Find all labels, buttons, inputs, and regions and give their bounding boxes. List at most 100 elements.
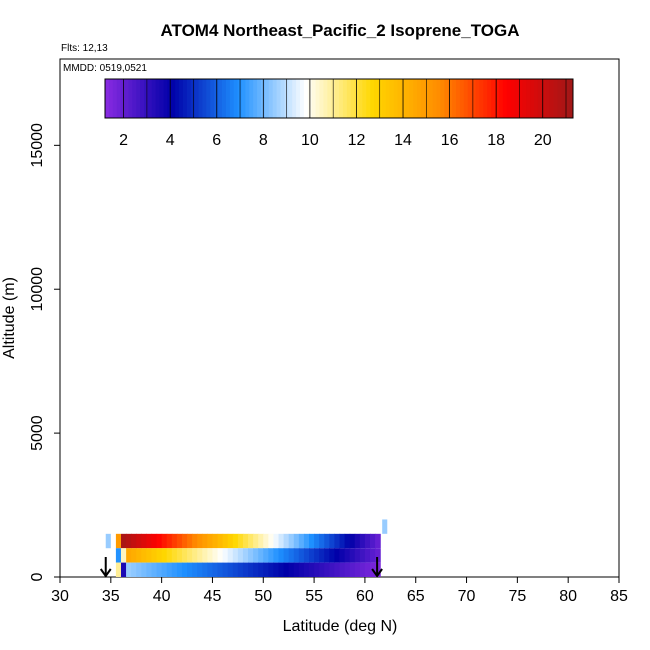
colorbar-segment (155, 79, 161, 118)
colorbar-segment (549, 79, 554, 118)
heatmap-cell (288, 562, 295, 577)
heatmap-cell (375, 533, 381, 549)
colorbar-segment (350, 79, 356, 118)
colorbar-segment (424, 79, 430, 118)
heatmap-cell (217, 533, 224, 549)
heatmap-cell (227, 562, 234, 577)
colorbar-segment (303, 79, 309, 118)
colorbar-segment (405, 79, 410, 118)
y-tick-label: 10000 (29, 267, 46, 312)
heatmap-cell (232, 562, 239, 577)
colorbar-segment (276, 79, 281, 118)
x-tick-label: 45 (204, 588, 222, 605)
heatmap-cell (192, 548, 198, 563)
heatmap-cell (324, 548, 330, 563)
heatmap-cell (329, 562, 336, 577)
colorbar-segment (300, 79, 305, 118)
heatmap-cell (227, 533, 234, 549)
x-tick-label: 40 (153, 588, 171, 605)
heatmap-cell (146, 548, 153, 563)
colorbar: 2 4 6 8 10 12 14 16 18 20 (104, 78, 574, 149)
colorbar-segment (569, 79, 574, 118)
colorbar-tick-label: 18 (487, 132, 505, 149)
colorbar-segment (389, 79, 395, 118)
heatmap-cell (268, 562, 275, 577)
colorbar-segment (339, 79, 344, 118)
heatmap-cell (324, 562, 330, 577)
heatmap-cell (369, 548, 376, 563)
heatmap-cell (242, 562, 249, 577)
colorbar-tick-label: 8 (259, 132, 268, 149)
x-tick-label: 35 (102, 588, 120, 605)
heatmap-cell (263, 548, 269, 563)
colorbar-segment (561, 79, 566, 118)
colorbar-segment (366, 79, 371, 118)
heatmap-cell (136, 548, 142, 563)
y-tick-label: 0 (29, 572, 46, 581)
colorbar-tick-label: 4 (166, 132, 175, 149)
heatmap-cell (349, 548, 356, 563)
heatmap-cell (364, 548, 371, 563)
heatmap-cell (349, 562, 356, 577)
colorbar-segment (502, 79, 508, 118)
heatmap-cell (232, 548, 239, 563)
heatmap-cell (202, 562, 208, 577)
heatmap-cell (176, 548, 183, 563)
heatmap-cell (303, 548, 310, 563)
heatmap-cell (298, 548, 305, 563)
colorbar-segment (171, 79, 176, 118)
colorbar-segment (534, 79, 539, 118)
colorbar-segment (151, 79, 157, 118)
colorbar-segment (518, 79, 523, 118)
colorbar-segment (225, 79, 231, 118)
heatmap-cell (197, 548, 203, 563)
heatmap-cell (166, 533, 173, 549)
heatmap-cell (197, 533, 203, 549)
heatmap-cell (278, 533, 285, 549)
colorbar-segment (241, 79, 246, 118)
arrow-marker (371, 557, 383, 578)
colorbar-segment (136, 79, 141, 118)
heatmap-cell (354, 548, 361, 563)
colorbar-segment (112, 79, 118, 118)
heatmap-cell (319, 562, 325, 577)
heatmap-cell (314, 548, 320, 563)
heatmap-cell (369, 533, 376, 549)
colorbar-segment (358, 79, 363, 118)
x-axis-label: Latitude (deg N) (283, 618, 398, 635)
x-tick-label: 30 (51, 588, 69, 605)
heatmap-cell (166, 548, 173, 563)
heatmap-cell (131, 533, 137, 549)
heatmap-cell (375, 548, 381, 563)
colorbar-segment (530, 79, 535, 118)
heatmap-cell (161, 562, 168, 577)
colorbar-segment (147, 79, 153, 118)
colorbar-segment (202, 79, 207, 118)
colorbar-segment (413, 79, 418, 118)
heatmap-cell (115, 548, 121, 563)
heatmap-cell (202, 533, 208, 549)
colorbar-segment (459, 79, 465, 118)
heatmap-cell (156, 548, 163, 563)
colorbar-segment (393, 79, 398, 118)
colorbar-segment (249, 79, 254, 118)
heatmap-cell (181, 562, 188, 577)
heatmap-cell (273, 533, 280, 549)
colorbar-segment (362, 79, 367, 118)
colorbar-segment (292, 79, 297, 118)
colorbar-segment (463, 79, 469, 118)
colorbar-segment (175, 79, 180, 118)
heatmap-cell (334, 533, 341, 549)
colorbar-segment (541, 79, 547, 118)
y-tick-label: 5000 (29, 415, 46, 451)
colorbar-segment (194, 79, 200, 118)
colorbar-segment (264, 79, 270, 118)
heatmap-cell (136, 562, 142, 577)
colorbar-segment (342, 79, 348, 118)
x-tick-label: 60 (356, 588, 374, 605)
heatmap-cell (253, 562, 259, 577)
heatmap-cell (202, 548, 208, 563)
heatmap-cell (181, 533, 188, 549)
heatmap-cell (187, 562, 193, 577)
